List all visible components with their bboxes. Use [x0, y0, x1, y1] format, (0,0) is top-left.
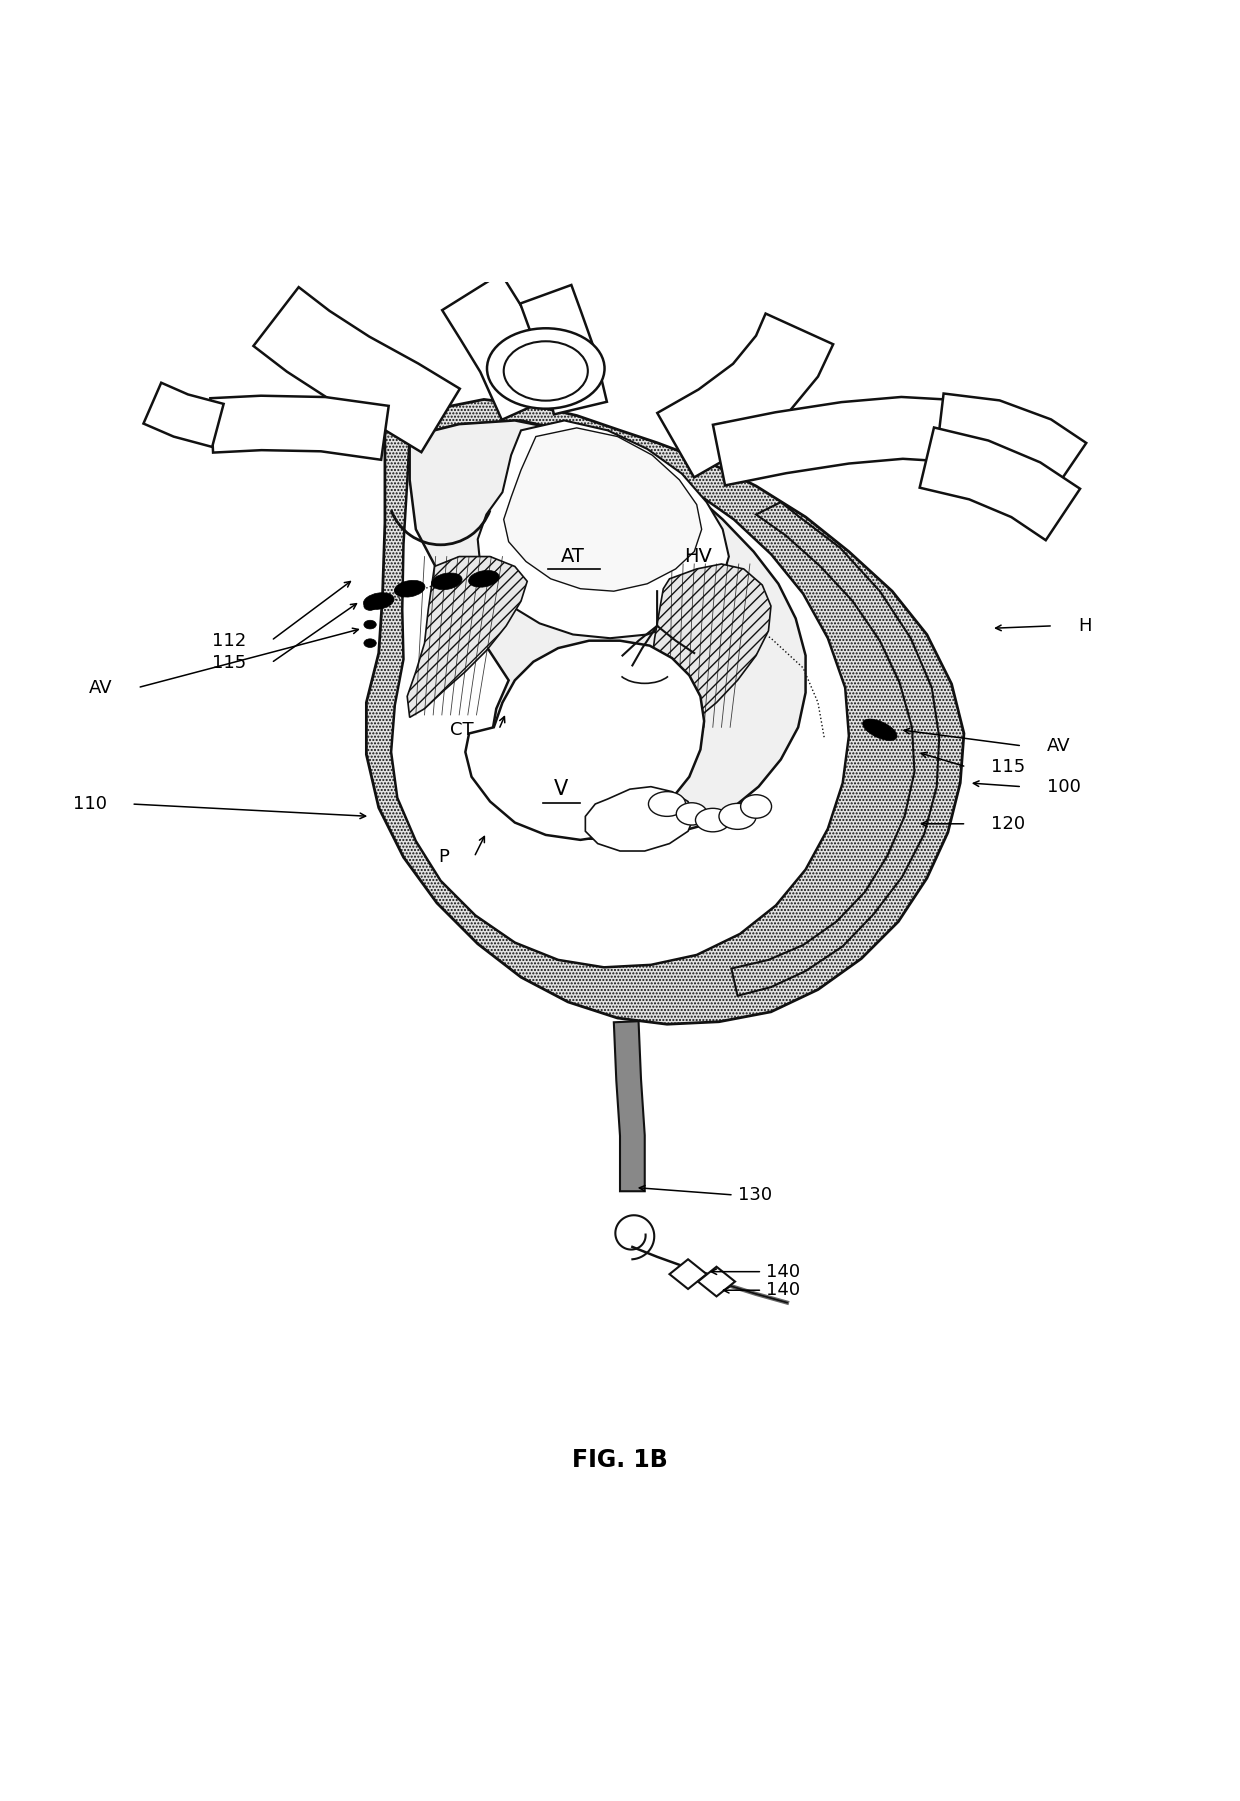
Polygon shape	[670, 1259, 707, 1290]
Ellipse shape	[432, 573, 463, 589]
Text: 115: 115	[991, 758, 1025, 776]
Text: H: H	[1078, 616, 1091, 634]
Text: AT: AT	[560, 548, 585, 567]
Ellipse shape	[469, 571, 500, 587]
Polygon shape	[211, 396, 388, 459]
Text: 120: 120	[991, 814, 1025, 832]
Text: HV: HV	[684, 548, 712, 567]
Text: AV: AV	[1047, 737, 1070, 755]
Polygon shape	[651, 564, 771, 733]
Ellipse shape	[487, 328, 605, 409]
Polygon shape	[920, 427, 1080, 540]
Polygon shape	[407, 557, 527, 717]
Polygon shape	[732, 502, 939, 996]
Polygon shape	[585, 787, 694, 852]
Polygon shape	[443, 274, 565, 420]
Polygon shape	[698, 1266, 735, 1297]
Text: 100: 100	[1047, 778, 1081, 796]
Text: V: V	[553, 780, 568, 800]
Ellipse shape	[719, 803, 756, 828]
Ellipse shape	[649, 792, 686, 816]
Text: 110: 110	[73, 794, 107, 812]
Text: 112: 112	[212, 632, 247, 650]
Ellipse shape	[503, 340, 588, 400]
Polygon shape	[253, 286, 460, 452]
Ellipse shape	[363, 602, 376, 611]
Text: 140: 140	[766, 1281, 800, 1299]
Polygon shape	[391, 420, 849, 967]
Polygon shape	[657, 313, 833, 477]
Polygon shape	[503, 429, 702, 591]
Text: 130: 130	[738, 1187, 771, 1203]
Text: 115: 115	[212, 654, 247, 672]
Ellipse shape	[394, 580, 425, 598]
Text: 140: 140	[766, 1263, 800, 1281]
Polygon shape	[713, 396, 946, 486]
Polygon shape	[409, 420, 806, 839]
Ellipse shape	[740, 794, 771, 818]
Text: FIG. 1B: FIG. 1B	[572, 1448, 668, 1471]
Polygon shape	[477, 420, 729, 638]
Text: P: P	[439, 848, 449, 866]
Polygon shape	[144, 384, 223, 447]
Text: CT: CT	[450, 720, 474, 738]
Text: AV: AV	[89, 679, 113, 697]
Ellipse shape	[696, 809, 730, 832]
Ellipse shape	[363, 620, 376, 629]
Polygon shape	[366, 400, 963, 1025]
Polygon shape	[935, 393, 1086, 504]
Polygon shape	[521, 285, 606, 414]
Ellipse shape	[363, 593, 394, 609]
Ellipse shape	[676, 803, 707, 825]
Polygon shape	[465, 641, 704, 839]
Ellipse shape	[363, 639, 376, 648]
Polygon shape	[614, 1021, 645, 1190]
Ellipse shape	[863, 719, 897, 740]
